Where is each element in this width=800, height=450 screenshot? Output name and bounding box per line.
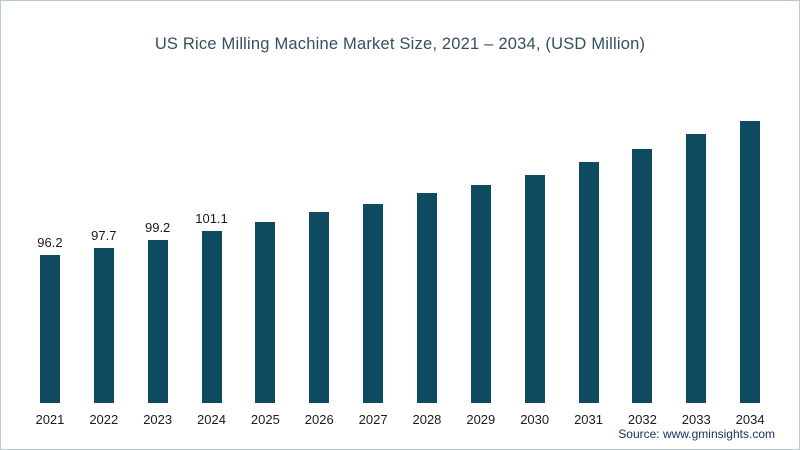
x-axis-label: 2024	[197, 412, 226, 427]
bar-column	[723, 96, 777, 403]
bar-column: 101.1	[185, 96, 239, 403]
bar-column	[292, 96, 346, 403]
bar-column	[615, 96, 669, 403]
bar-column: 96.2	[23, 96, 77, 403]
bar-column: 97.7	[77, 96, 131, 403]
bars-row: 96.2 97.7 99.2 101.1	[23, 96, 777, 403]
chart-title: US Rice Milling Machine Market Size, 202…	[154, 35, 646, 53]
bar-value-label: 96.2	[37, 235, 63, 250]
bar-column	[562, 96, 616, 403]
bar-column	[508, 96, 562, 403]
x-axis-label: 2034	[735, 412, 765, 427]
bar	[201, 231, 222, 403]
bar	[39, 255, 60, 403]
x-axis-label: 2023	[143, 412, 173, 427]
bar-column	[454, 96, 508, 403]
bar-column	[346, 96, 400, 403]
x-axis-label: 2029	[466, 412, 496, 427]
source-text: Source: www.gminsights.com	[618, 427, 775, 441]
x-axis-label: 2021	[35, 412, 65, 427]
bar-chart: 96.2 97.7 99.2 101.1 2021 2022 2023 2024 2025 20…	[23, 96, 777, 427]
bar	[524, 175, 545, 403]
bar	[363, 204, 384, 403]
bar	[632, 149, 653, 403]
x-axis-label: 2025	[250, 412, 280, 427]
bar	[740, 121, 761, 403]
bar-value-label: 99.2	[144, 220, 171, 235]
bar-value-label: 97.7	[91, 228, 117, 243]
bar	[147, 240, 168, 403]
x-axis-label: 2031	[574, 412, 603, 427]
bar	[578, 162, 599, 403]
bar-column	[400, 96, 454, 403]
bar	[416, 193, 437, 403]
bar-column	[238, 96, 292, 403]
x-axis-label: 2022	[89, 412, 119, 427]
bar-column: 99.2	[131, 96, 185, 403]
x-axis-label: 2033	[681, 412, 711, 427]
x-axis-label: 2026	[304, 412, 334, 427]
x-axis-label: 2032	[627, 412, 657, 427]
bar-column	[669, 96, 723, 403]
bar	[93, 248, 114, 403]
x-axis-label: 2028	[412, 412, 442, 427]
bar-value-label: 101.1	[195, 211, 228, 226]
bar	[686, 134, 707, 403]
bar	[309, 212, 330, 403]
x-axis-label: 2027	[358, 412, 388, 427]
x-axis-labels: 2021 2022 2023 2024 2025 2026 2027 2028 2029 2030…	[23, 412, 777, 427]
bar	[470, 185, 491, 403]
x-axis-label: 2030	[520, 412, 550, 427]
bar	[255, 222, 276, 403]
